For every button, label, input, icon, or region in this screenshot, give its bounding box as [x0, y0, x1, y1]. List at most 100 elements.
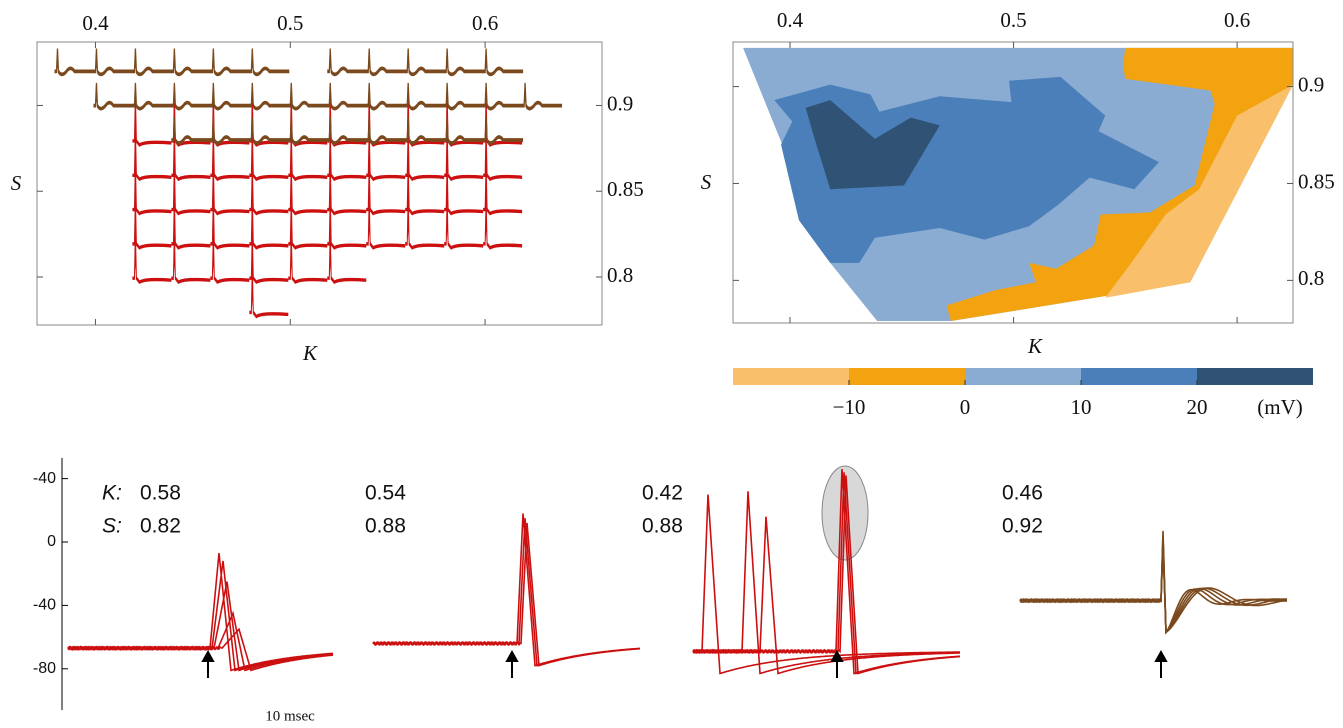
spiking-trace	[288, 230, 328, 285]
spiking-trace	[210, 161, 250, 216]
arrow-head	[830, 649, 844, 662]
spiking-trace	[132, 161, 172, 216]
voltage-trace	[1019, 541, 1288, 634]
spiking-trace	[483, 196, 523, 250]
y-tick-label: 0.9	[1298, 72, 1324, 96]
y-tick-label: -80	[33, 660, 56, 677]
colorbar-tick-label: −10	[833, 395, 866, 419]
y-tick-label: -40	[33, 597, 56, 614]
s-label: S:	[102, 515, 122, 538]
subthreshold-trace	[327, 117, 368, 145]
spiking-trace	[327, 127, 367, 182]
y-tick-label: -40	[33, 470, 56, 487]
spiking-trace	[327, 161, 367, 216]
voltage-trace	[372, 522, 641, 667]
x-tick-label: 0.5	[1000, 8, 1026, 32]
spiking-trace	[327, 230, 367, 285]
spiking-trace	[483, 127, 523, 182]
subthreshold-trace	[405, 82, 446, 111]
colorbar-segment	[733, 368, 849, 385]
subthreshold-trace	[132, 82, 173, 111]
x-tick-label: 0.6	[1224, 8, 1250, 32]
y-tick-label: 0.85	[607, 177, 644, 201]
spiking-trace	[366, 161, 406, 216]
y-axis-label: S	[11, 171, 22, 195]
voltage-trace	[692, 475, 961, 675]
subthreshold-trace	[522, 82, 563, 111]
subthreshold-trace	[483, 82, 524, 111]
subthreshold-trace	[444, 82, 485, 111]
voltage-trace	[1019, 535, 1288, 635]
contour-region	[774, 76, 1159, 263]
subthreshold-trace	[327, 48, 368, 77]
voltage-trace	[1020, 545, 1288, 634]
voltage-trace	[1019, 530, 1287, 635]
y-tick-label: 0.9	[607, 91, 633, 115]
s-value: 0.88	[642, 515, 683, 538]
spiking-trace	[132, 196, 172, 250]
spiking-trace	[171, 127, 211, 182]
subthreshold-trace	[210, 117, 251, 145]
k-value: 0.46	[1002, 482, 1043, 505]
subthreshold-trace	[249, 117, 290, 145]
spiking-trace	[444, 127, 484, 182]
subthreshold-trace	[249, 82, 290, 111]
subthreshold-trace	[483, 117, 524, 145]
spiking-trace	[171, 230, 211, 285]
arrow-head	[505, 649, 519, 662]
voltage-trace	[67, 627, 334, 672]
colorbar-segment	[849, 368, 965, 385]
subthreshold-trace	[405, 48, 446, 77]
subthreshold-trace	[444, 48, 485, 77]
s-value: 0.88	[365, 515, 406, 538]
spiking-trace	[210, 230, 250, 285]
voltage-trace	[67, 610, 334, 672]
colorbar-segment	[965, 368, 1081, 385]
subthreshold-trace	[327, 82, 368, 111]
x-tick-label: 0.4	[82, 11, 109, 35]
y-tick-label: 0	[47, 533, 56, 550]
arrow-head	[201, 649, 215, 662]
voltage-trace	[1019, 538, 1288, 635]
s-value: 0.92	[1002, 515, 1043, 538]
subthreshold-trace	[171, 48, 212, 77]
x-axis-label: K	[302, 341, 318, 365]
x-tick-label: 0.6	[472, 11, 498, 35]
spiking-trace	[132, 93, 172, 147]
spiking-trace	[288, 161, 328, 216]
subthreshold-trace	[444, 117, 485, 145]
x-tick-label: 0.5	[277, 11, 303, 35]
y-tick-label: 0.85	[1298, 169, 1335, 193]
spiking-trace	[444, 196, 484, 250]
k-value: 0.54	[365, 482, 406, 505]
subthreshold-trace	[366, 82, 407, 111]
k-label: K:	[102, 482, 122, 505]
contour-region	[1105, 84, 1293, 298]
y-tick-label: 0.8	[607, 263, 633, 287]
spiking-trace	[249, 264, 289, 319]
spiking-trace	[132, 127, 172, 182]
subthreshold-trace	[288, 82, 329, 111]
voltage-trace	[67, 560, 333, 672]
subthreshold-trace	[171, 82, 212, 111]
spiking-trace	[405, 161, 445, 216]
spiking-trace	[366, 127, 406, 182]
subthreshold-trace	[54, 48, 95, 77]
spiking-trace	[171, 161, 211, 216]
subthreshold-trace	[405, 117, 446, 145]
spiking-trace	[210, 127, 250, 182]
spiking-trace	[171, 196, 211, 250]
arrow-head	[1154, 649, 1168, 662]
voltage-trace	[692, 516, 960, 675]
y-tick-label: 0.8	[1298, 266, 1324, 290]
spiking-trace	[249, 161, 289, 216]
subthreshold-trace	[93, 48, 134, 77]
stimulus-arrows	[201, 649, 1168, 678]
colorbar-segment	[1197, 368, 1313, 385]
subthreshold-trace	[210, 82, 251, 111]
x-axis-label: K	[1027, 334, 1043, 358]
spiking-trace	[132, 230, 172, 285]
colorbar-tick-label: 0	[960, 395, 971, 419]
x-tick-label: 0.4	[777, 8, 804, 32]
